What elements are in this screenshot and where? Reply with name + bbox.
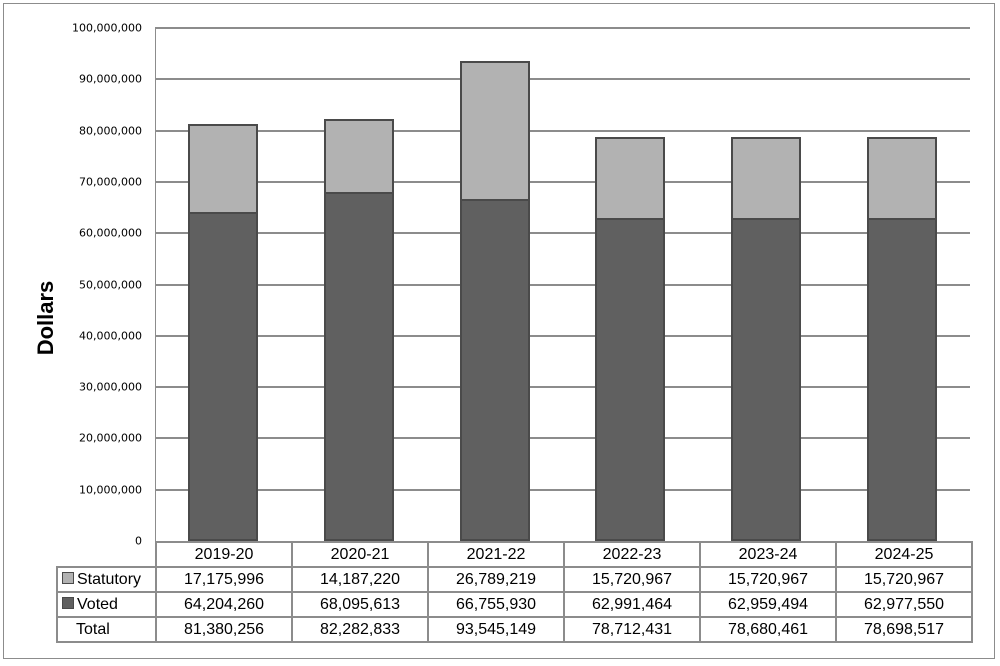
category-label: 2023-24 xyxy=(699,541,837,568)
total-value: 78,712,431 xyxy=(563,616,701,643)
category-row: 2019-20 2020-21 2021-22 2022-23 2023-24 2024-… xyxy=(57,541,973,568)
statutory-row: Statutory 17,175,996 14,187,220 26,789,219… xyxy=(56,566,973,593)
gridline xyxy=(155,27,970,29)
bar-voted-2022-23 xyxy=(595,217,666,541)
y-tick-label: 10,000,000 xyxy=(79,483,142,497)
gridline xyxy=(155,78,970,81)
gridline xyxy=(155,488,970,491)
statutory-value: 15,720,967 xyxy=(835,566,973,593)
bar-statutory-2019-20 xyxy=(187,123,258,214)
y-axis-label: Dollars xyxy=(33,280,58,356)
y-tick-label: 50,000,000 xyxy=(79,278,142,291)
category-label: 2021-22 xyxy=(427,541,565,568)
legend-voted: Voted xyxy=(56,591,157,618)
voted-value: 66,755,930 xyxy=(427,591,565,618)
total-value: 81,380,256 xyxy=(155,616,293,643)
y-tick-label: 100,000,000 xyxy=(72,21,142,35)
gridline xyxy=(155,232,970,235)
y-tick-label: 90,000,000 xyxy=(79,72,142,86)
gridline xyxy=(155,334,970,337)
legend-total: Total xyxy=(56,616,157,643)
total-value: 82,282,833 xyxy=(291,616,429,643)
voted-swatch-icon xyxy=(62,596,74,609)
statutory-swatch-icon xyxy=(62,571,74,584)
category-label: 2022-23 xyxy=(563,541,701,568)
gridline xyxy=(155,129,970,132)
voted-value: 64,204,260 xyxy=(155,591,293,618)
gridline xyxy=(155,180,970,183)
table-corner xyxy=(57,542,157,568)
gridline xyxy=(155,283,970,286)
total-value: 93,545,149 xyxy=(427,616,565,643)
voted-row: Voted 64,204,260 68,095,613 66,755,930 62,9… xyxy=(56,591,973,618)
bar-statutory-2021-22 xyxy=(459,61,530,201)
y-tick-label: 60,000,000 xyxy=(79,226,142,240)
total-row: Total 81,380,256 82,282,833 93,545,149 78,7… xyxy=(56,616,973,643)
bar-voted-2023-24 xyxy=(731,218,802,541)
statutory-value: 15,720,967 xyxy=(563,566,701,593)
voted-value: 62,991,464 xyxy=(563,591,701,618)
y-tick-label: 70,000,000 xyxy=(79,175,142,189)
bar-voted-2024-25 xyxy=(867,217,938,541)
bar-statutory-2020-21 xyxy=(323,118,394,194)
y-tick-label: 0 xyxy=(135,534,142,548)
bar-statutory-2023-24 xyxy=(731,137,802,220)
data-table: 2019-20 2020-21 2021-22 2022-23 2023-24 2024-… xyxy=(56,541,973,643)
statutory-value: 26,789,219 xyxy=(427,566,565,593)
y-tick-label: 40,000,000 xyxy=(79,329,142,343)
category-label: 2020-21 xyxy=(291,541,429,568)
y-tick-label: 80,000,000 xyxy=(79,124,142,138)
voted-value: 62,977,550 xyxy=(835,591,973,618)
gridline xyxy=(155,437,970,440)
total-value: 78,698,517 xyxy=(835,616,973,643)
bar-voted-2019-20 xyxy=(187,211,258,541)
gridline xyxy=(155,386,970,389)
bar-voted-2020-21 xyxy=(323,191,394,541)
bar-statutory-2022-23 xyxy=(595,137,666,220)
bar-voted-2021-22 xyxy=(459,198,530,541)
bar-statutory-2024-25 xyxy=(867,137,938,220)
plot-area xyxy=(155,27,970,541)
total-value: 78,680,461 xyxy=(699,616,837,643)
statutory-value: 15,720,967 xyxy=(699,566,837,593)
category-label: 2024-25 xyxy=(835,541,973,568)
voted-value: 68,095,613 xyxy=(291,591,429,618)
legend-statutory: Statutory xyxy=(56,566,157,593)
statutory-value: 14,187,220 xyxy=(291,566,429,593)
statutory-value: 17,175,996 xyxy=(155,566,293,593)
category-label: 2019-20 xyxy=(155,541,293,568)
y-tick-label: 20,000,000 xyxy=(79,431,142,445)
voted-value: 62,959,494 xyxy=(699,591,837,618)
y-tick-label: 30,000,000 xyxy=(79,380,142,394)
